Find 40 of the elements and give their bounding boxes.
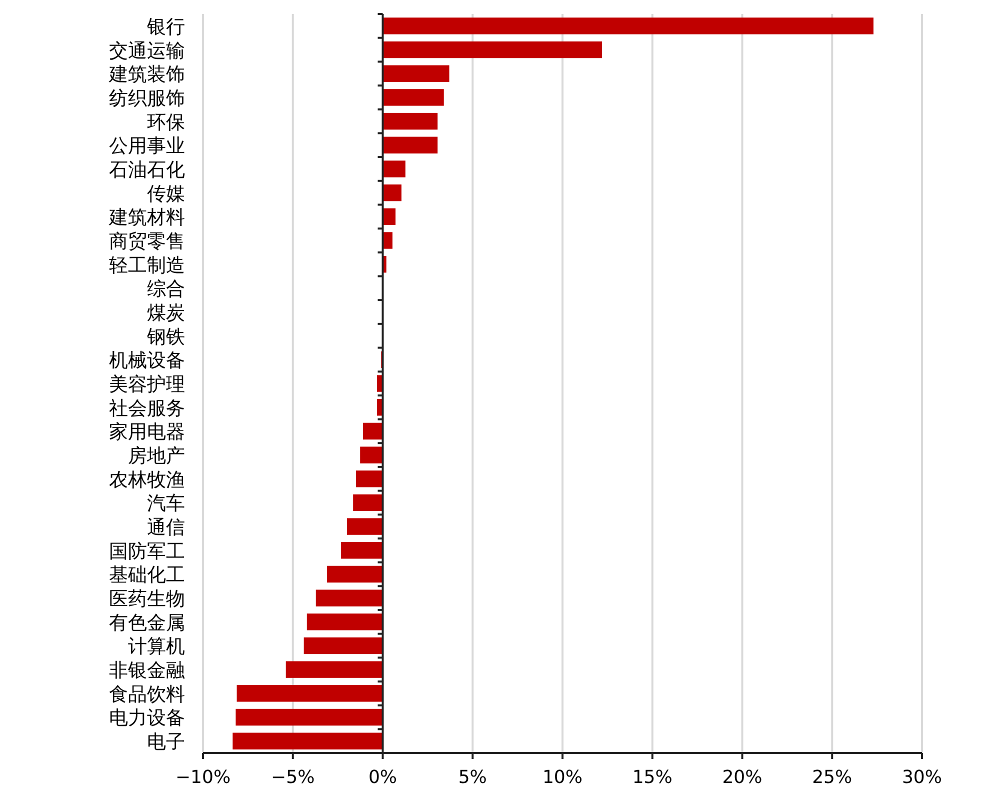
y-tick-label: 石油石化 [109, 158, 185, 181]
y-tick-label: 电力设备 [109, 707, 185, 730]
x-tick-label: −10% [175, 767, 231, 788]
y-tick-label: 综合 [147, 278, 185, 300]
x-tick-label: 25% [812, 767, 852, 788]
y-tick-label: 商贸零售 [109, 230, 185, 252]
y-tick-label: 煤炭 [147, 302, 185, 324]
y-tick-label: 轻工制造 [109, 254, 185, 276]
y-tick-label: 纺织服饰 [109, 87, 185, 110]
y-tick-label: 非银金融 [109, 660, 185, 682]
x-tick-label: −5% [271, 767, 315, 788]
y-tick-label: 基础化工 [109, 564, 185, 586]
x-tick-label: 0% [368, 767, 398, 788]
y-tick-label: 社会服务 [109, 397, 185, 420]
x-tick-label: 10% [542, 767, 583, 788]
x-tick-label: 5% [458, 767, 487, 788]
y-tick-label: 建筑装饰 [108, 64, 185, 86]
x-tick-label: 15% [632, 767, 672, 788]
y-tick-label: 公用事业 [109, 135, 185, 158]
y-tick-label: 传媒 [147, 182, 185, 205]
y-tick-label: 国防军工 [109, 540, 185, 562]
y-tick-label: 食品饮料 [109, 683, 185, 706]
y-tick-label: 机械设备 [109, 350, 185, 372]
y-tick-label: 美容护理 [109, 374, 185, 396]
y-tick-label: 钢铁 [146, 326, 185, 348]
y-tick-label: 银行 [146, 16, 185, 38]
y-tick-label: 房地产 [128, 445, 185, 468]
y-tick-label: 通信 [147, 516, 185, 539]
y-tick-label: 家用电器 [109, 421, 185, 444]
y-tick-label: 交通运输 [109, 40, 185, 62]
y-tick-label: 农林牧渔 [109, 468, 185, 491]
y-tick-label: 医药生物 [109, 588, 185, 610]
y-tick-label: 有色金属 [109, 612, 185, 634]
y-tick-label: 环保 [147, 111, 185, 134]
y-tick-label: 计算机 [128, 636, 185, 658]
x-tick-label: 30% [902, 767, 942, 788]
y-tick-label: 电子 [147, 731, 185, 754]
y-tick-label: 建筑材料 [108, 206, 185, 229]
x-tick-label: 20% [722, 767, 762, 788]
y-tick-label: 汽车 [147, 492, 185, 515]
